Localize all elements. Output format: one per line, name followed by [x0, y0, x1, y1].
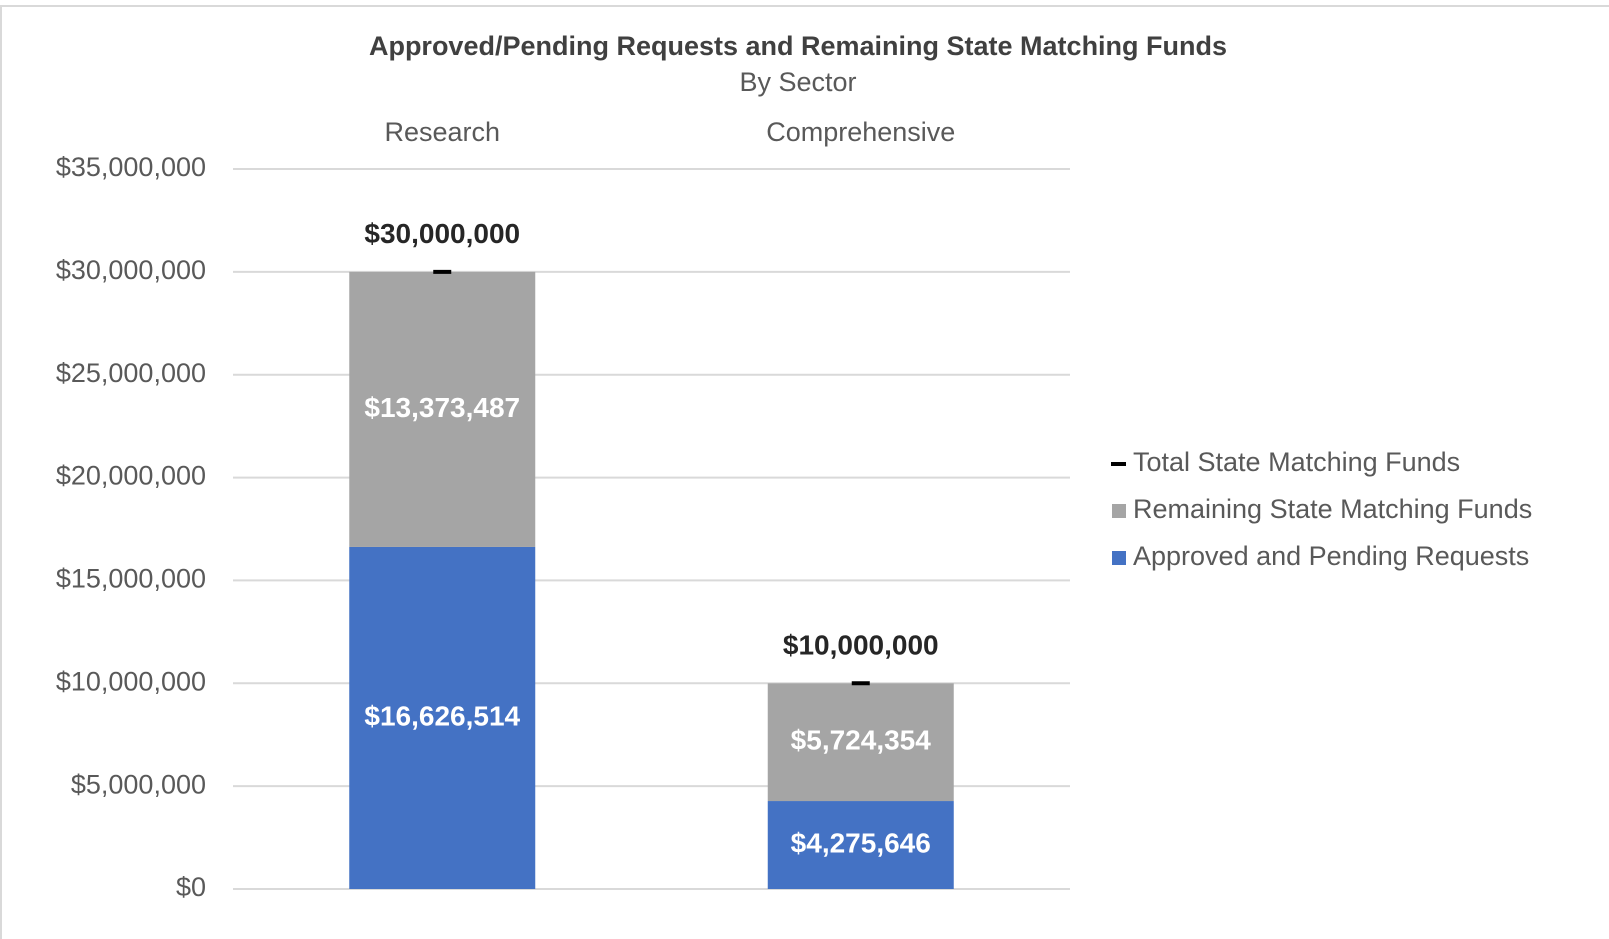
y-tick-label: $15,000,000 [56, 564, 206, 594]
y-tick-label: $20,000,000 [56, 461, 206, 491]
bar-segment [349, 271, 536, 547]
chart-subtitle: By Sector [739, 67, 856, 97]
y-tick-label: $25,000,000 [56, 358, 206, 388]
y-tick-label: $0 [176, 872, 206, 902]
bar-segment [767, 683, 954, 802]
legend-swatch [1111, 462, 1126, 466]
bar-segment [349, 546, 536, 889]
y-tick-label: $5,000,000 [71, 769, 206, 799]
legend-label: Approved and Pending Requests [1133, 541, 1529, 571]
x-tick-label: Research [384, 117, 500, 147]
value-label: $13,373,487 [364, 392, 520, 423]
y-tick-label: $10,000,000 [56, 666, 206, 696]
legend-label: Total State Matching Funds [1133, 447, 1460, 477]
legend-swatch [1112, 551, 1126, 565]
legend-swatch [1112, 504, 1126, 518]
bar-segment [767, 801, 954, 889]
value-label: $16,626,514 [364, 700, 520, 731]
chart-title: Approved/Pending Requests and Remaining … [369, 31, 1227, 61]
x-tick-label: Comprehensive [766, 117, 955, 147]
y-tick-label: $35,000,000 [56, 152, 206, 182]
chart-frame [0, 5, 1609, 939]
legend-label: Remaining State Matching Funds [1133, 494, 1532, 524]
total-label: $30,000,000 [364, 218, 520, 249]
value-label: $4,275,646 [791, 827, 931, 858]
total-label: $10,000,000 [783, 630, 939, 661]
value-label: $5,724,354 [791, 725, 932, 756]
y-tick-label: $30,000,000 [56, 255, 206, 285]
